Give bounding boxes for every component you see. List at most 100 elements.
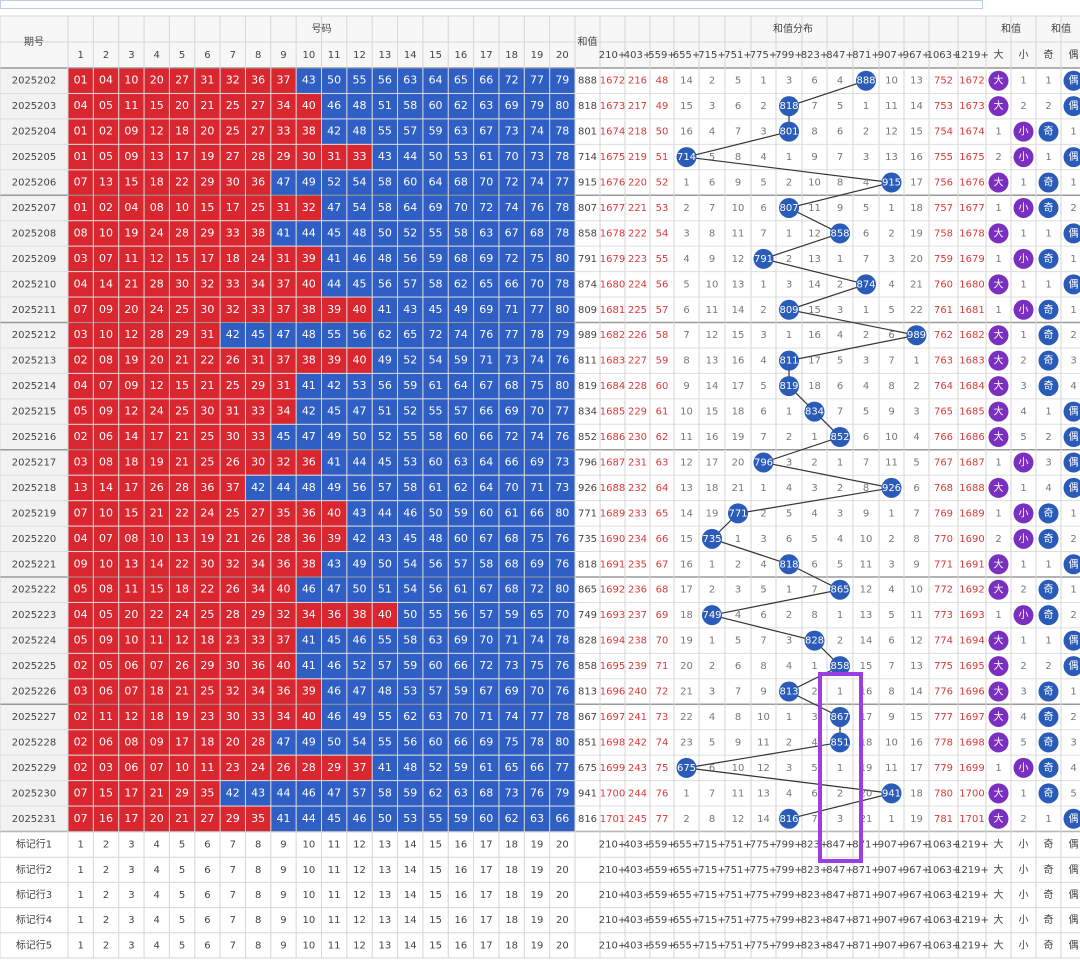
number-column-label: 6 <box>204 50 210 61</box>
omission: 3 <box>786 457 792 468</box>
number: 67 <box>479 532 493 545</box>
sum: 813 <box>578 687 597 698</box>
number: 03 <box>99 761 113 774</box>
period: 2025229 <box>12 763 57 774</box>
number: 25 <box>200 455 214 468</box>
number-cell <box>423 195 448 221</box>
number-cell <box>372 195 398 221</box>
period: 2025224 <box>12 636 57 647</box>
omission: 2 <box>760 101 766 112</box>
omission: 3 <box>811 712 817 723</box>
dist-column-label: 1219+ <box>955 940 989 951</box>
size-value: 小 <box>1019 151 1029 163</box>
omission: 1696 <box>959 687 984 698</box>
number: 20 <box>150 812 164 825</box>
size-value: 大 <box>994 812 1004 825</box>
number-cell <box>68 68 93 93</box>
omission: 3 <box>760 127 766 138</box>
omission: 6 <box>735 101 741 112</box>
omission: 770 <box>934 534 953 545</box>
number-column-label: 7 <box>230 865 236 876</box>
dist-column-label: 210+ <box>599 50 626 61</box>
number-cell <box>144 144 169 170</box>
dist-column-label: 775+ <box>750 915 777 926</box>
omission: 9 <box>913 559 919 570</box>
omission: 1685 <box>600 407 625 418</box>
number-cell <box>68 399 93 424</box>
number-column-label: 1 <box>77 840 83 851</box>
number-cell <box>550 170 575 195</box>
number-cell <box>322 170 347 195</box>
omission: 2 <box>888 228 894 239</box>
number-cell <box>550 475 575 501</box>
number: 10 <box>99 328 113 341</box>
number: 66 <box>454 735 468 748</box>
number: 14 <box>150 557 164 570</box>
number-cell <box>296 170 321 195</box>
number: 32 <box>226 557 240 570</box>
number-cell <box>322 373 347 399</box>
number: 53 <box>403 812 417 825</box>
number: 10 <box>175 201 189 214</box>
size-value: 大 <box>994 328 1004 341</box>
omission: 14 <box>680 508 693 519</box>
omission: 230 <box>628 432 647 443</box>
number: 63 <box>454 455 468 468</box>
size-column-label: 小 <box>1019 839 1029 851</box>
omission: 3 <box>837 305 843 316</box>
number: 14 <box>124 430 138 443</box>
hit-value: 819 <box>779 381 798 392</box>
omission: 7 <box>811 101 817 112</box>
number: 45 <box>403 532 417 545</box>
omission: 1 <box>786 585 792 596</box>
hit-value: 816 <box>779 814 798 825</box>
number-cell <box>423 501 448 526</box>
number: 19 <box>200 532 214 545</box>
period: 2025222 <box>12 585 57 596</box>
number: 63 <box>530 812 544 825</box>
omission: 765 <box>934 407 953 418</box>
omission: 1678 <box>959 228 984 239</box>
parity-omission: 4 <box>1045 483 1051 494</box>
parity-value: 奇 <box>1044 506 1054 519</box>
number: 78 <box>555 634 569 647</box>
parity-omission: 2 <box>1070 534 1076 545</box>
number: 63 <box>479 226 493 239</box>
number: 34 <box>276 710 290 723</box>
period: 2025203 <box>12 101 57 112</box>
number: 25 <box>200 430 214 443</box>
number: 65 <box>505 761 519 774</box>
omission: 2 <box>786 610 792 621</box>
omission: 1 <box>760 76 766 87</box>
number: 79 <box>555 786 569 799</box>
number-cell <box>220 348 245 373</box>
number-cell <box>195 501 220 526</box>
number-cell <box>144 221 169 246</box>
number: 80 <box>555 379 569 392</box>
number: 50 <box>378 812 392 825</box>
omission: 1 <box>709 559 715 570</box>
number: 64 <box>479 455 493 468</box>
omission: 8 <box>811 610 817 621</box>
number: 18 <box>200 634 214 647</box>
number: 40 <box>353 354 367 367</box>
period: 2025230 <box>12 788 57 799</box>
number: 76 <box>555 354 569 367</box>
number-cell <box>448 221 474 246</box>
omission: 225 <box>628 305 647 316</box>
omission: 14 <box>757 814 770 825</box>
omission: 781 <box>934 814 953 825</box>
number: 62 <box>505 812 519 825</box>
omission: 3 <box>786 636 792 647</box>
dist-column-label: 823+ <box>801 940 828 951</box>
number: 59 <box>403 786 417 799</box>
number: 64 <box>403 201 417 214</box>
number: 15 <box>124 506 138 519</box>
footer-bg <box>0 832 1080 958</box>
number: 19 <box>124 354 138 367</box>
number-cell <box>169 399 195 424</box>
omission: 1675 <box>959 152 984 163</box>
omission: 17 <box>808 356 821 367</box>
omission: 1 <box>709 636 715 647</box>
